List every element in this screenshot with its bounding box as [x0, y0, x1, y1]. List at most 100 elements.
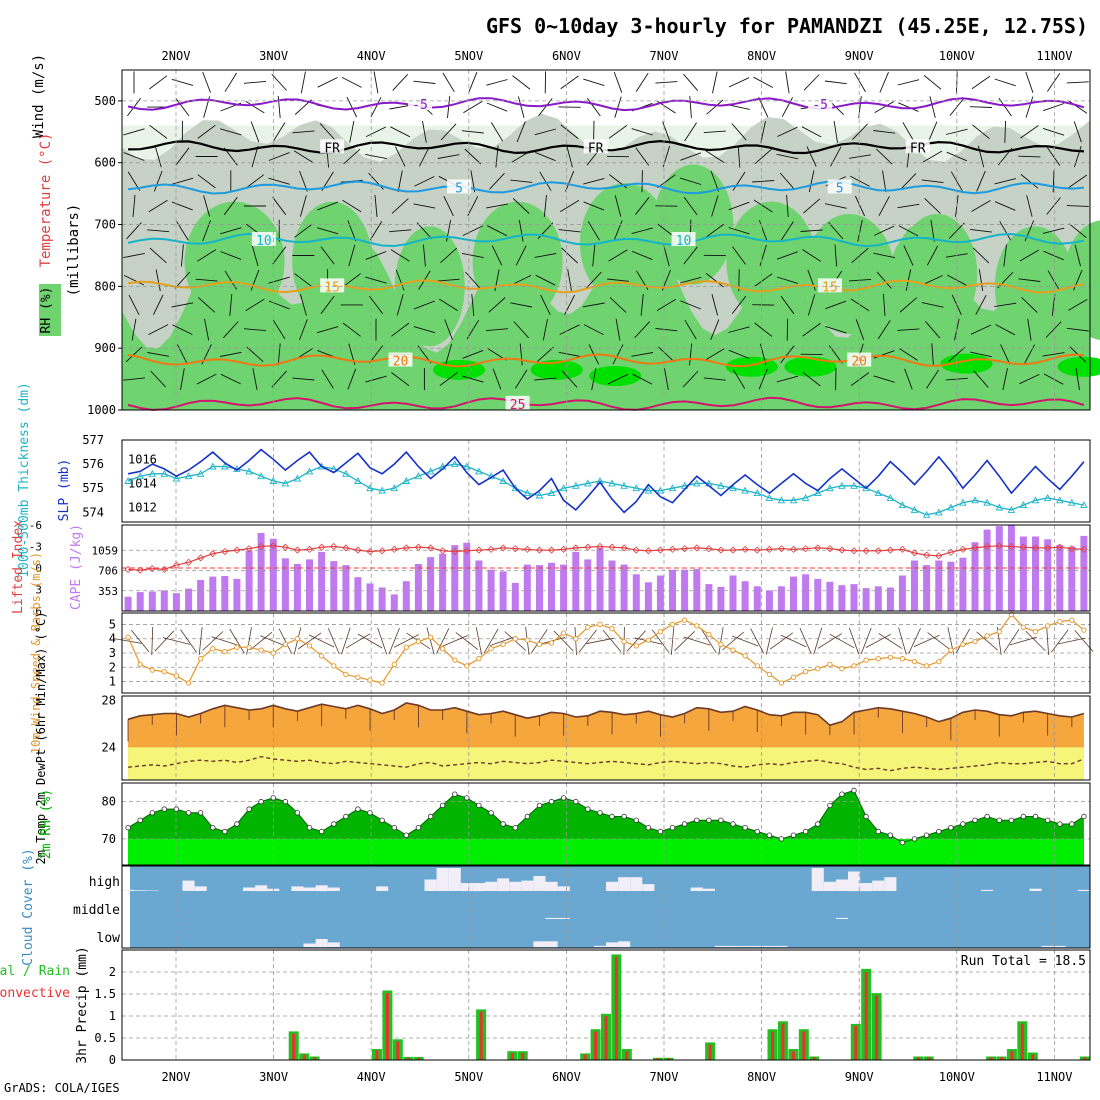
rh2m-point	[379, 817, 385, 823]
cape-tick-label: 1059	[92, 544, 119, 557]
wind-tick-label: 5	[109, 617, 116, 631]
wind-barb	[824, 203, 847, 209]
wind-barb	[462, 375, 484, 383]
thickness-point	[148, 469, 157, 477]
wind-barb	[614, 96, 622, 118]
wind10m-barb	[246, 627, 252, 655]
wind10m-point	[185, 680, 192, 686]
wind-barb	[583, 177, 605, 185]
cloud-high-bar	[642, 884, 655, 891]
wind10m-point	[766, 671, 773, 678]
isotherm-label: FR	[324, 141, 340, 156]
cape-ylabel: CAPE (J/kg)	[69, 524, 84, 610]
wind-barb	[994, 78, 1016, 87]
wind-barb	[348, 244, 356, 267]
cape-bar	[632, 574, 640, 611]
wind-barb	[273, 122, 286, 142]
wind10m-point	[851, 663, 857, 669]
pressure-tick-label: 900	[94, 341, 116, 355]
wind-barb	[848, 278, 872, 282]
wind10m-barb	[154, 630, 175, 652]
wind-barb	[904, 368, 913, 390]
wind10m-barb	[602, 630, 622, 652]
top-day-label: 7NOV	[650, 49, 679, 63]
wind-barb	[440, 123, 457, 141]
wind-barb	[1073, 121, 1082, 143]
lifted-index-point	[814, 544, 822, 552]
rh2m-point	[681, 821, 688, 827]
wind-barb	[171, 201, 193, 211]
panel-frame	[121, 695, 1091, 781]
wind-barb	[807, 269, 816, 291]
wind10m-point	[258, 647, 264, 653]
wind10m-point	[391, 661, 397, 668]
lifted-index-point	[305, 545, 314, 553]
wind-barb	[1045, 321, 1062, 338]
wind-barb	[825, 300, 847, 310]
rh2m-point	[512, 825, 518, 831]
wind-barb	[825, 325, 847, 334]
wind-barb	[490, 122, 504, 142]
panel-frame	[121, 865, 1091, 949]
thickness-point	[693, 479, 701, 487]
rh2m-point	[464, 795, 470, 801]
rh2m-point	[415, 825, 422, 831]
wind-barb	[316, 326, 339, 334]
wind-barb	[582, 302, 605, 308]
rh-green-cell	[653, 164, 734, 285]
bottom-day-label: 11NOV	[1036, 1070, 1072, 1084]
wind10m-point	[476, 656, 482, 662]
rh2m-point	[585, 806, 591, 812]
cloud-high-bar	[981, 889, 994, 891]
wind-barb	[948, 222, 965, 239]
rh2m-point	[742, 825, 748, 831]
rh2m-point	[875, 828, 881, 835]
wind-barb	[272, 196, 287, 216]
wind-barb	[585, 271, 602, 289]
wind-barb	[929, 96, 936, 118]
cape-bar	[717, 586, 725, 611]
wind-barb	[1069, 223, 1087, 238]
rh2m-point	[960, 821, 966, 827]
cape-bar	[306, 559, 313, 611]
wind-barb	[252, 368, 258, 390]
precip-convective-bar	[396, 1041, 400, 1060]
wind-barb	[785, 71, 790, 94]
wind-barb	[587, 221, 600, 241]
wind-barb	[422, 120, 427, 143]
panel-frame	[121, 782, 1091, 866]
wind-barb	[439, 298, 459, 312]
wind10m-point	[246, 644, 252, 650]
thickness-point	[608, 479, 616, 487]
cloud-low-bar	[606, 942, 619, 947]
wind-barb	[465, 271, 481, 289]
wind-barb	[948, 346, 966, 362]
wind-barb	[806, 146, 817, 167]
bottom-day-label: 3NOV	[259, 1070, 288, 1084]
cloud-middle-bar	[557, 917, 570, 919]
cloud-high-bar	[182, 880, 195, 891]
rh2m-point	[839, 791, 845, 797]
lifted-index-point	[197, 554, 205, 562]
wind10m-point	[585, 624, 591, 630]
cloud-high-bar	[460, 883, 473, 892]
wind-barb	[150, 370, 167, 388]
pressure-tick-label: 600	[94, 156, 116, 170]
wind-barb	[299, 195, 307, 217]
wind-barb	[320, 246, 335, 265]
cloud-high-bar	[1029, 888, 1042, 891]
cloud-low-bar	[751, 945, 764, 947]
wind10m-point	[681, 617, 688, 623]
wind-barb	[728, 349, 750, 359]
precip-convective-bar	[625, 1051, 629, 1060]
wind-barb	[876, 271, 892, 289]
lifted-index-point	[535, 546, 544, 554]
lifted-index-point	[293, 546, 302, 554]
wind-barb	[268, 300, 290, 310]
rh-green-cell	[726, 201, 817, 322]
wind-barb	[732, 369, 746, 389]
cloud-low-bar	[303, 943, 316, 947]
isotherm-line	[127, 353, 1084, 368]
wind-barb	[631, 250, 653, 261]
thickness-point	[366, 484, 374, 492]
